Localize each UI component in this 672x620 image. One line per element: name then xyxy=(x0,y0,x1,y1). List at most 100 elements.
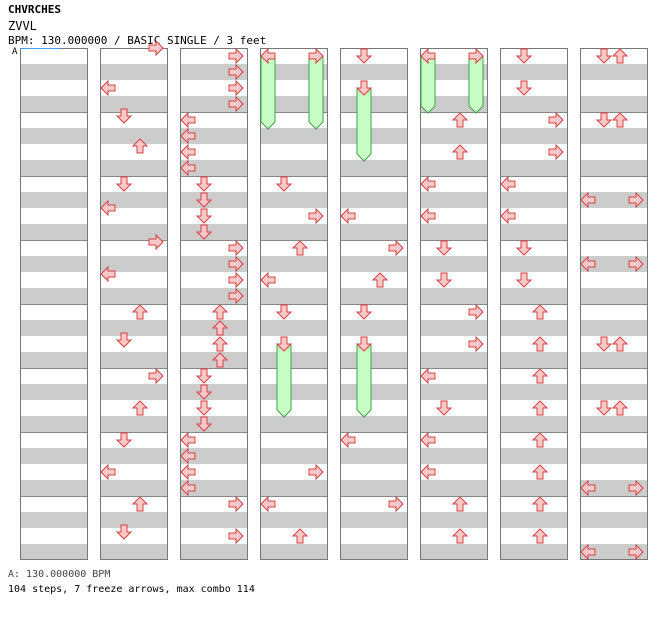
chart-row-stripe xyxy=(180,464,248,480)
step-arrow-down xyxy=(195,192,213,208)
freeze-arrow-left xyxy=(420,55,436,114)
step-arrow-up xyxy=(131,138,149,154)
chart-row-stripe xyxy=(260,400,328,416)
chart-row-stripe xyxy=(500,512,568,528)
chart-row-stripe xyxy=(20,176,88,192)
step-arrow-left xyxy=(500,207,516,225)
freeze-arrow-left xyxy=(260,55,276,130)
step-arrow-down xyxy=(275,336,293,352)
step-arrow-right xyxy=(228,95,244,113)
chart-row-stripe xyxy=(20,544,88,560)
chart-row-stripe xyxy=(340,288,408,304)
chart-row-stripe xyxy=(340,192,408,208)
chart-row-stripe xyxy=(100,336,168,352)
chart-row-stripe xyxy=(20,64,88,80)
chart-row-stripe xyxy=(20,432,88,448)
step-arrow-up xyxy=(531,400,549,416)
step-arrow-right xyxy=(468,335,484,353)
step-arrow-right xyxy=(388,495,404,513)
chart-row-stripe xyxy=(500,544,568,560)
chart-row-stripe xyxy=(180,208,248,224)
chart-row-stripe xyxy=(100,480,168,496)
chart-row-stripe xyxy=(580,464,648,480)
step-arrow-left xyxy=(260,495,276,513)
step-arrow-up xyxy=(611,400,629,416)
chart-row-stripe xyxy=(340,384,408,400)
step-arrow-left xyxy=(180,479,196,497)
chart-row-stripe xyxy=(180,400,248,416)
step-arrow-left xyxy=(420,47,436,65)
chart-meta: BPM: 130.000000 / BASIC SINGLE / 3 feet xyxy=(8,34,267,47)
chart-row-stripe xyxy=(420,336,488,352)
step-arrow-left xyxy=(260,47,276,65)
chart-row-stripe xyxy=(500,240,568,256)
chart-row-stripe xyxy=(180,48,248,64)
step-arrow-left xyxy=(180,447,196,465)
step-arrow-left xyxy=(100,199,116,217)
chart-row-stripe xyxy=(340,112,408,128)
chart-row-stripe xyxy=(340,96,408,112)
chart-row-stripe xyxy=(100,192,168,208)
chart-row-stripe xyxy=(340,496,408,512)
chart-row-stripe xyxy=(260,496,328,512)
chart-row-stripe xyxy=(420,512,488,528)
chart-row-stripe xyxy=(500,416,568,432)
chart-row-stripe xyxy=(420,384,488,400)
step-arrow-right xyxy=(228,287,244,305)
chart-row-stripe xyxy=(340,240,408,256)
chart-row-stripe xyxy=(260,448,328,464)
chart-row-stripe xyxy=(180,96,248,112)
step-arrow-right xyxy=(228,527,244,545)
step-arrow-left xyxy=(340,431,356,449)
freeze-arrow-down xyxy=(356,87,372,162)
chart-row-stripe xyxy=(500,352,568,368)
chart-row-stripe xyxy=(20,464,88,480)
chart-row-stripe xyxy=(340,432,408,448)
chart-row-stripe xyxy=(500,224,568,240)
step-arrow-up xyxy=(211,336,229,352)
chart-column-5 xyxy=(340,48,408,560)
chart-row-stripe xyxy=(20,352,88,368)
chart-row-stripe xyxy=(420,480,488,496)
freeze-arrow-down xyxy=(276,343,292,418)
chart-row-stripe xyxy=(340,224,408,240)
chart-row-stripe xyxy=(500,96,568,112)
chart-row-stripe xyxy=(420,544,488,560)
step-arrow-up xyxy=(451,496,469,512)
chart-row-stripe xyxy=(20,48,88,64)
chart-row-stripe xyxy=(500,48,568,64)
chart-row-stripe xyxy=(500,128,568,144)
chart-row-stripe xyxy=(500,272,568,288)
chart-row-stripe xyxy=(260,176,328,192)
chart-row-stripe xyxy=(420,176,488,192)
step-arrow-up xyxy=(371,272,389,288)
chart-row-stripe xyxy=(340,128,408,144)
chart-row-stripe xyxy=(340,176,408,192)
chart-row-stripe xyxy=(340,528,408,544)
chart-row-stripe xyxy=(580,448,648,464)
step-arrow-up xyxy=(531,432,549,448)
step-arrow-down xyxy=(435,240,453,256)
chart-row-stripe xyxy=(340,64,408,80)
chart-row-stripe xyxy=(420,432,488,448)
step-arrow-left xyxy=(420,367,436,385)
chart-row-stripe xyxy=(180,288,248,304)
chart-row-stripe xyxy=(580,64,648,80)
chart-row-stripe xyxy=(100,224,168,240)
chart-row-stripe xyxy=(500,256,568,272)
step-arrow-down xyxy=(355,48,373,64)
chart-row-stripe xyxy=(20,96,88,112)
step-arrow-left xyxy=(180,143,196,161)
chart-row-stripe xyxy=(340,480,408,496)
chart-row-stripe xyxy=(100,384,168,400)
chart-row-stripe xyxy=(20,400,88,416)
step-arrow-down xyxy=(435,272,453,288)
step-arrow-down xyxy=(515,48,533,64)
chart-row-stripe xyxy=(180,192,248,208)
chart-row-stripe xyxy=(260,368,328,384)
step-arrow-right xyxy=(628,255,644,273)
chart-row-stripe xyxy=(580,176,648,192)
chart-row-stripe xyxy=(420,224,488,240)
chart-row-stripe xyxy=(260,384,328,400)
